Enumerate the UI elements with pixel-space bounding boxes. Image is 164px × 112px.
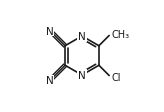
Text: N: N [78,32,86,42]
Text: N: N [78,70,86,80]
Text: Cl: Cl [111,72,121,82]
Text: N: N [46,26,54,36]
Text: CH₃: CH₃ [112,30,130,40]
Text: N: N [46,76,54,86]
